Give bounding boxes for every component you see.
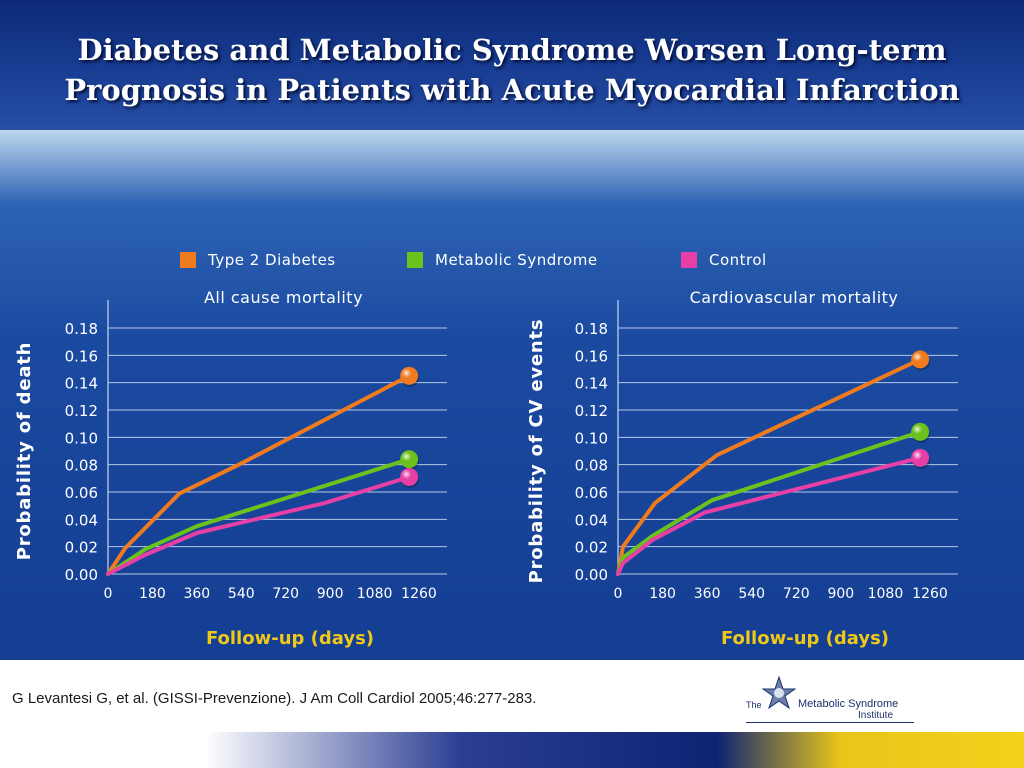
legend-swatch <box>407 252 423 268</box>
x-tick-label: 180 <box>139 586 166 602</box>
y-axis-label: Probability of CV events <box>526 319 547 584</box>
series-end-highlight <box>911 448 930 467</box>
x-tick-label: 360 <box>183 586 210 602</box>
y-tick-label: 0.14 <box>65 375 98 393</box>
legend-label: Type 2 Diabetes <box>207 251 336 269</box>
citation-text: G Levantesi G, et al. (GISSI-Prevenzione… <box>12 690 537 707</box>
y-tick-label: 0.12 <box>65 402 98 420</box>
legend-label: Control <box>709 251 767 269</box>
y-tick-label: 0.16 <box>575 347 608 365</box>
y-tick-label: 0.08 <box>575 457 608 475</box>
series-line <box>616 455 923 576</box>
series-line <box>106 457 412 576</box>
series-end-highlight <box>400 467 419 486</box>
x-tick-label: 180 <box>649 586 676 602</box>
logo-rule <box>746 722 914 723</box>
x-tick-label: 1260 <box>912 586 948 602</box>
y-axis-label: Probability of death <box>14 342 35 561</box>
x-tick-label: 360 <box>694 586 721 602</box>
title-line-2: Prognosis in Patients with Acute Myocard… <box>64 73 960 107</box>
y-tick-label: 0.06 <box>65 484 98 502</box>
x-axis-label: Follow-up (days) <box>721 628 889 649</box>
y-tick-label: 0.18 <box>65 320 98 338</box>
series-line <box>106 373 412 576</box>
logo-the-text: The <box>746 700 762 710</box>
series-end-highlight <box>911 422 930 441</box>
title-line-1: Diabetes and Metabolic Syndrome Worsen L… <box>77 33 947 67</box>
series-line <box>616 357 923 576</box>
y-tick-label: 0.06 <box>575 484 608 502</box>
x-tick-label: 1260 <box>401 586 437 602</box>
y-tick-label: 0.04 <box>575 511 608 529</box>
bottom-decorative-bar <box>0 732 1024 768</box>
x-tick-label: 0 <box>104 586 113 602</box>
series-line <box>106 475 412 576</box>
y-tick-label: 0.00 <box>575 566 608 584</box>
chart-panel <box>0 130 1024 660</box>
x-tick-label: 900 <box>317 586 344 602</box>
x-tick-label: 540 <box>738 586 765 602</box>
y-tick-label: 0.16 <box>65 347 98 365</box>
y-tick-label: 0.14 <box>575 375 608 393</box>
y-tick-label: 0.10 <box>65 429 98 447</box>
chart-1: 0.00 0.02 0.04 0.06 0.08 0.10 0.12 0.14 0.16 0.18… <box>14 288 447 649</box>
y-tick-label: 0.04 <box>65 511 98 529</box>
legend-item: Metabolic Syndrome <box>407 251 598 269</box>
y-tick-label: 0.18 <box>575 320 608 338</box>
legend-item: Type 2 Diabetes <box>180 251 336 269</box>
slide-title: Diabetes and Metabolic Syndrome Worsen L… <box>0 30 1024 110</box>
title-banner <box>0 0 1024 130</box>
x-axis-label: Follow-up (days) <box>206 628 374 649</box>
legend-swatch <box>681 252 697 268</box>
y-tick-label: 0.08 <box>65 457 98 475</box>
y-tick-label: 0.12 <box>575 402 608 420</box>
logo-name-text: Metabolic Syndrome <box>798 698 899 710</box>
x-tick-label: 900 <box>827 586 854 602</box>
x-tick-label: 1080 <box>357 586 393 602</box>
footer <box>0 660 1024 732</box>
legend-label: Metabolic Syndrome <box>435 251 598 269</box>
series-line <box>616 429 923 576</box>
x-tick-label: 0 <box>614 586 623 602</box>
y-tick-label: 0.02 <box>65 539 98 557</box>
x-tick-label: 720 <box>272 586 299 602</box>
legend-item: Control <box>681 251 767 269</box>
y-tick-label: 0.00 <box>65 566 98 584</box>
x-tick-label: 720 <box>783 586 810 602</box>
x-tick-label: 540 <box>228 586 255 602</box>
y-tick-label: 0.10 <box>575 429 608 447</box>
series-end-highlight <box>400 450 419 469</box>
x-tick-label: 1080 <box>868 586 904 602</box>
chart-title: All cause mortality <box>204 288 363 307</box>
chart-2: 0.00 0.02 0.04 0.06 0.08 0.10 0.12 0.14 0.16 0.18… <box>526 288 958 649</box>
series-end-highlight <box>911 350 930 369</box>
logo-institute-text: Institute <box>858 710 894 721</box>
legend-swatch <box>180 252 196 268</box>
institute-logo: The Metabolic Syndrome Institute <box>746 676 918 728</box>
y-tick-label: 0.02 <box>575 539 608 557</box>
chart-title: Cardiovascular mortality <box>690 288 899 307</box>
star-logo-icon <box>762 676 796 710</box>
series-end-highlight <box>400 366 419 385</box>
